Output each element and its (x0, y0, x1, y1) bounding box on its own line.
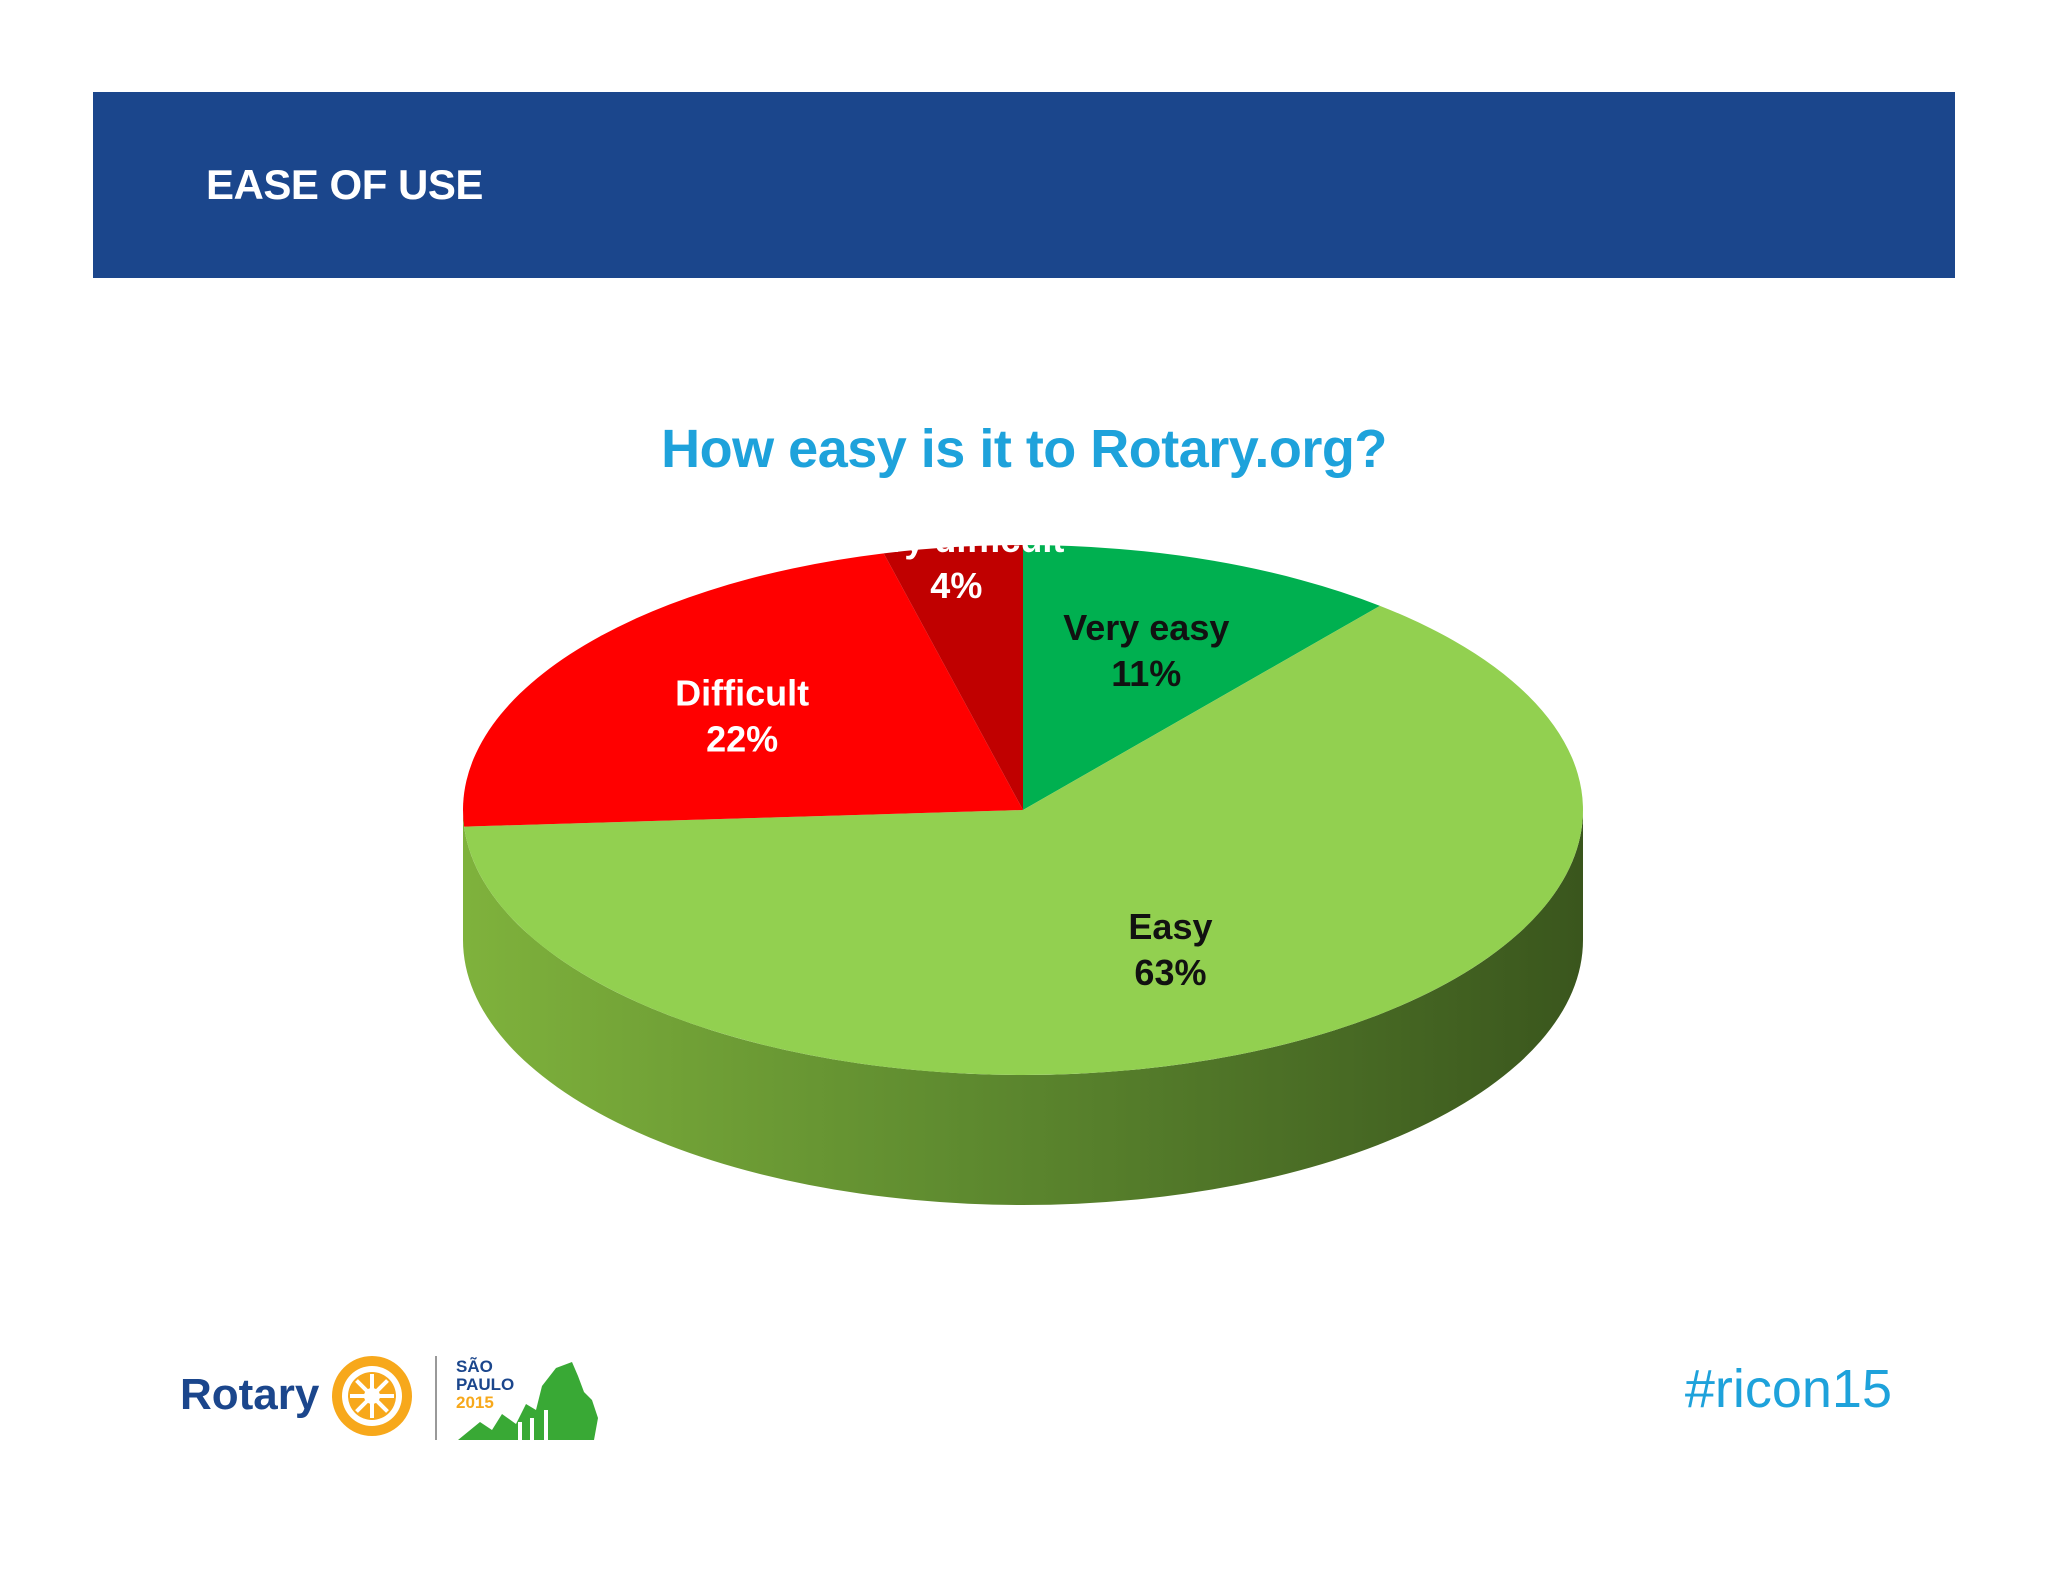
slice-label-difficult: Difficult (675, 672, 809, 713)
page-title: EASE OF USE (206, 161, 483, 208)
slice-label-very-easy: Very easy (1063, 607, 1229, 648)
slice-value-difficult: 22% (706, 718, 778, 759)
chart-title: How easy is it to Rotary.org? (661, 419, 1387, 479)
event-line-1: SÃO (456, 1356, 493, 1376)
event-year: 2015 (456, 1393, 494, 1412)
event-line-2: PAULO (456, 1375, 514, 1394)
slice-label-very-difficult: Very difficult (848, 519, 1064, 560)
rotary-wordmark: Rotary (180, 1370, 320, 1419)
pie-side-wall (463, 810, 1583, 1205)
hashtag: #ricon15 (1684, 1359, 1892, 1419)
slice-value-very-easy: 11% (1111, 653, 1181, 694)
pie-slice-very-difficult (883, 545, 1023, 810)
footer-emblems: SÃO PAULO 2015 (332, 1356, 598, 1440)
rotary-wheel-icon (332, 1356, 412, 1436)
pie-slice-very-easy (1023, 545, 1380, 810)
header-band: EASE OF USE (93, 92, 1955, 278)
slice-value-very-difficult: 4% (930, 565, 982, 606)
slice-label-easy: Easy (1128, 906, 1212, 947)
sao-paulo-skyline-icon (458, 1362, 598, 1440)
pie-slice-difficult (463, 553, 1023, 827)
slice-value-easy: 63% (1134, 952, 1206, 993)
pie-slice-easy (464, 605, 1584, 1075)
